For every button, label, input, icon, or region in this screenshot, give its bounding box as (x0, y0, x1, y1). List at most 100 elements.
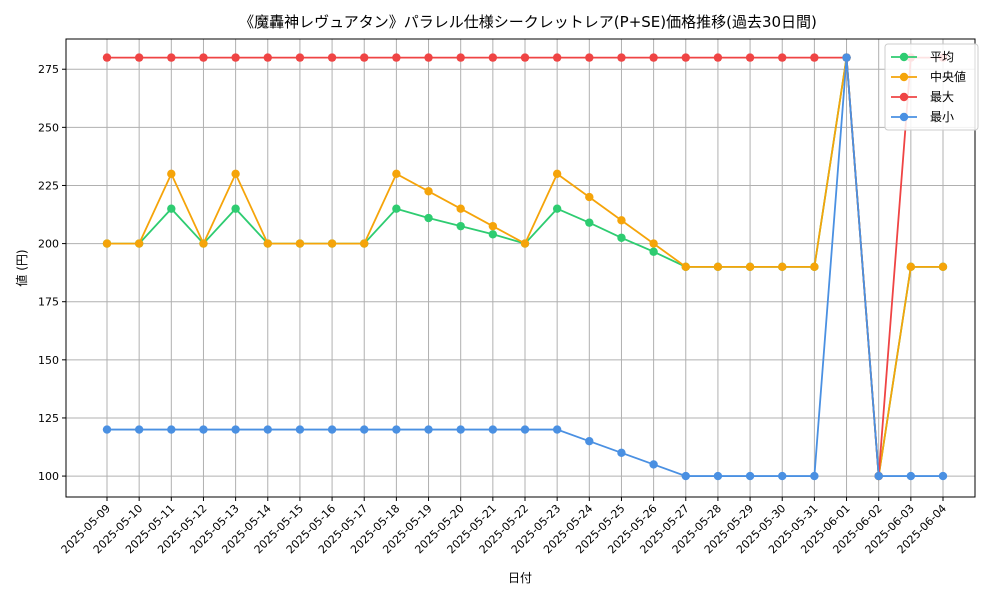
data-point (906, 471, 916, 481)
y-tick-label: 175 (38, 296, 59, 309)
data-point (778, 471, 787, 481)
data-point (585, 53, 594, 62)
series-1 (102, 53, 948, 481)
legend-label: 中央値 (930, 69, 966, 84)
data-point (649, 53, 658, 62)
data-point (488, 425, 498, 434)
data-point (424, 213, 433, 223)
data-point (231, 53, 240, 62)
data-point (745, 262, 755, 272)
data-point (520, 239, 530, 248)
data-point (520, 53, 530, 62)
data-point (488, 53, 498, 62)
data-point (134, 239, 144, 248)
data-point (649, 460, 658, 469)
data-point (552, 425, 562, 434)
data-point (102, 425, 112, 434)
grid-lines (66, 39, 975, 497)
data-point (295, 239, 305, 248)
data-point (585, 192, 594, 202)
data-point (906, 262, 916, 272)
data-point (874, 471, 883, 481)
data-point (649, 247, 658, 256)
data-point (424, 187, 433, 196)
data-point (520, 425, 530, 434)
data-point (938, 471, 948, 481)
y-tick-label: 125 (38, 412, 59, 425)
plot-frame (65, 38, 976, 498)
chart-title: 《魔轟神レヴュアタン》パラレル仕様シークレットレア(P+SE)価格推移(過去30… (239, 13, 817, 31)
data-point (263, 239, 272, 248)
data-point (488, 221, 498, 231)
data-point (681, 262, 690, 272)
data-point (295, 425, 305, 434)
data-point (167, 53, 176, 62)
data-point (585, 218, 594, 227)
data-point (327, 425, 337, 434)
data-point (231, 169, 240, 179)
data-point (134, 425, 144, 434)
legend-item: 中央値 (891, 69, 966, 84)
x-axis-label: 日付 (508, 571, 532, 585)
data-point (617, 233, 626, 242)
x-axis: 2025-05-092025-05-102025-05-112025-05-12… (59, 497, 949, 556)
y-tick-label: 200 (38, 238, 59, 251)
data-point (456, 53, 465, 62)
y-tick-label: 150 (38, 354, 59, 367)
data-point (745, 53, 755, 62)
data-point (810, 53, 819, 62)
data-point (102, 53, 112, 62)
data-point (231, 204, 240, 213)
legend-swatch-marker (899, 52, 909, 62)
legend-label: 平均 (930, 50, 954, 64)
data-point (552, 53, 562, 62)
data-point (778, 262, 787, 272)
legend-item: 最大 (891, 90, 954, 104)
data-point (713, 471, 723, 481)
data-point (617, 216, 626, 225)
data-point (681, 471, 690, 481)
y-tick-label: 100 (38, 470, 59, 483)
data-point (327, 239, 337, 248)
legend-swatch-marker (899, 112, 909, 122)
data-point (392, 425, 401, 434)
y-axis-label: 値 (円) (14, 249, 29, 286)
series-2 (102, 53, 948, 481)
legend-box (884, 43, 979, 131)
data-point (424, 53, 433, 62)
legend-label: 最小 (930, 110, 954, 124)
data-point (617, 53, 626, 62)
data-point (263, 53, 272, 62)
data-point (552, 169, 562, 179)
data-point (134, 53, 144, 62)
legend-item: 最小 (891, 110, 954, 124)
series-layer (102, 53, 948, 481)
data-point (778, 53, 787, 62)
data-point (231, 425, 240, 434)
legend-swatch-marker (899, 92, 909, 102)
data-point (392, 204, 401, 213)
data-point (295, 53, 305, 62)
data-point (392, 169, 401, 179)
y-tick-label: 225 (38, 179, 59, 192)
data-point (552, 204, 562, 213)
data-point (810, 471, 819, 481)
data-point (617, 448, 626, 458)
data-point (360, 239, 369, 248)
data-point (456, 221, 465, 231)
legend-label: 最大 (930, 90, 954, 104)
data-point (327, 53, 337, 62)
data-point (199, 425, 208, 434)
legend-swatch-marker (899, 72, 909, 82)
data-point (199, 53, 208, 62)
data-point (649, 239, 658, 248)
data-point (681, 53, 690, 62)
data-point (102, 239, 112, 248)
data-point (199, 239, 208, 248)
data-point (585, 437, 594, 446)
data-point (456, 425, 465, 434)
data-point (167, 169, 176, 179)
y-axis: 100 125 150 175 200 225 250 275 (38, 63, 66, 483)
